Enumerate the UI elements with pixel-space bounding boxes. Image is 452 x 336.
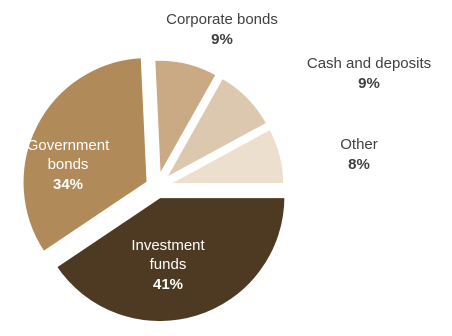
slice-label-0-line-0: Investment bbox=[131, 237, 205, 254]
slice-label-3-line-0: Cash and deposits bbox=[307, 55, 431, 72]
pie-slice-4 bbox=[165, 126, 287, 187]
slice-label-2-line-0: Corporate bonds bbox=[166, 11, 278, 28]
slice-label-1-line-1: bonds bbox=[48, 156, 89, 173]
slice-value-1: 34% bbox=[53, 176, 83, 193]
pie-slice-3 bbox=[160, 75, 270, 184]
slice-label-4-line-0: Other bbox=[340, 136, 378, 153]
pie-slices bbox=[20, 55, 288, 325]
pie-labels: Investment funds 41% Government bonds 34% Corp… bbox=[27, 11, 431, 293]
pie-slice-2 bbox=[152, 57, 220, 183]
pie-slice-1 bbox=[20, 55, 150, 255]
slice-value-2: 9% bbox=[211, 31, 233, 48]
slice-label-0-line-1: funds bbox=[150, 256, 187, 273]
slice-value-0: 41% bbox=[153, 276, 183, 293]
pie-slice-0 bbox=[53, 195, 288, 325]
slice-value-3: 9% bbox=[358, 75, 380, 92]
slice-label-1-line-0: Government bbox=[27, 137, 110, 154]
slice-value-4: 8% bbox=[348, 156, 370, 173]
